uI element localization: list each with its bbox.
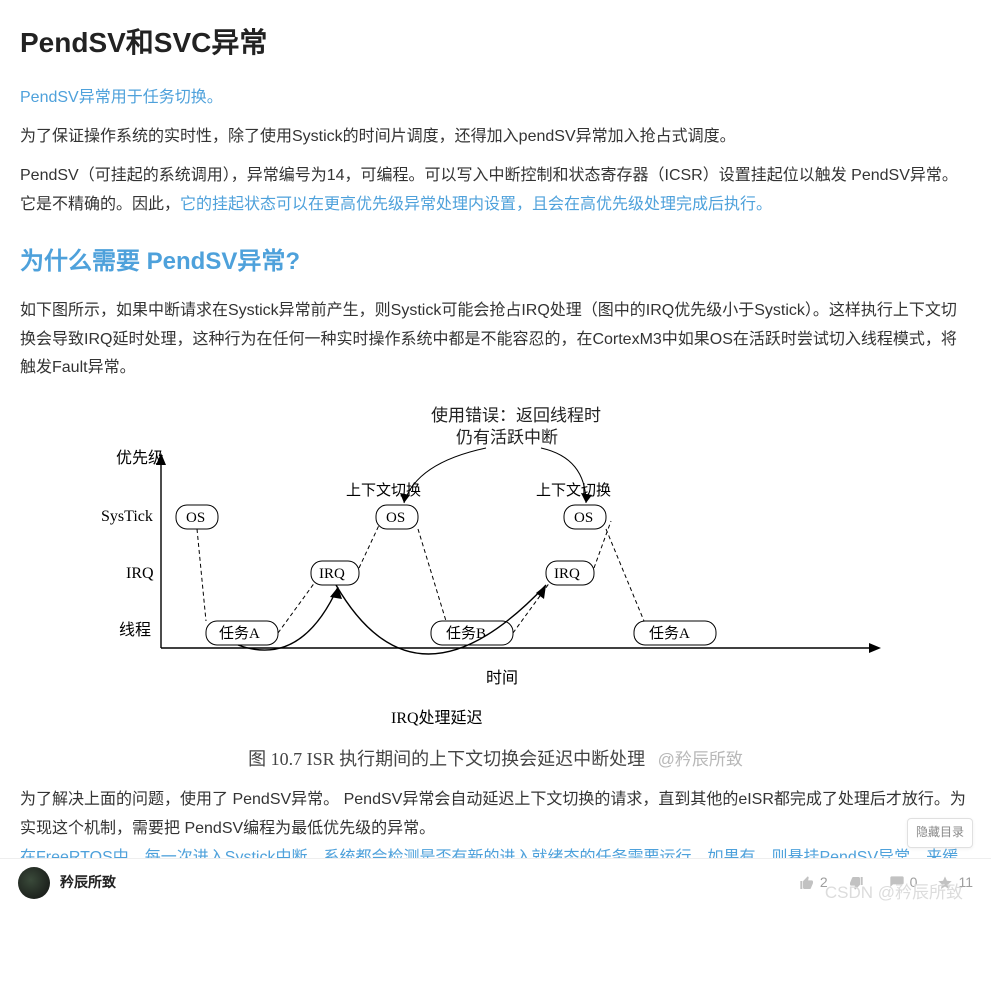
ylabel-systick: SysTick xyxy=(101,508,153,525)
toc-toggle-button[interactable]: 隐藏目录 xyxy=(907,818,973,848)
author-name[interactable]: 矜辰所致 xyxy=(60,870,116,895)
diagram-watermark: @矜辰所致 xyxy=(658,750,743,769)
lbl-os-2: OS xyxy=(574,510,593,526)
diagram-caption-row: 图 10.7 ISR 执行期间的上下文切换会延迟中断处理 @矜辰所致 xyxy=(248,743,743,776)
like-count: 2 xyxy=(820,870,828,895)
dislike-button[interactable] xyxy=(848,875,869,891)
lbl-taskA-2: 任务A xyxy=(649,625,690,642)
lbl-taskA-1: 任务A xyxy=(219,625,260,642)
diagram-container: 使用错误：返回线程时 仍有活跃中断 优先级 SysTick IRQ 线程 时间 … xyxy=(20,403,971,776)
ylabel-irq: IRQ xyxy=(126,565,154,582)
ylabel-priority: 优先级 xyxy=(116,449,164,467)
diagram-error-line2: 仍有活跃中断 xyxy=(456,428,558,447)
lbl-irq-1: IRQ xyxy=(319,566,345,582)
lbl-os-0: OS xyxy=(186,510,205,526)
thumbs-down-icon xyxy=(848,875,864,891)
footer-bar: 矜辰所致 2 0 11 CSDN @矜辰所致 xyxy=(0,858,991,906)
star-button[interactable]: 11 xyxy=(937,870,973,895)
timing-diagram: 使用错误：返回线程时 仍有活跃中断 优先级 SysTick IRQ 线程 时间 … xyxy=(86,403,906,743)
link-text[interactable]: PendSV异常用于任务切换。 xyxy=(20,89,223,106)
xlabel-time: 时间 xyxy=(486,669,518,687)
like-button[interactable]: 2 xyxy=(799,870,828,895)
comment-icon xyxy=(889,875,905,891)
diagram-caption: 图 10.7 ISR 执行期间的上下文切换会延迟中断处理 xyxy=(248,749,645,769)
star-count: 11 xyxy=(958,870,973,895)
ctx-2: 上下文切换 xyxy=(536,482,611,499)
para-2: 为了保证操作系统的实时性，除了使用Systick的时间片调度，还得加入pendS… xyxy=(20,123,971,152)
heading-why: 为什么需要 PendSV异常? xyxy=(20,240,971,283)
star-icon xyxy=(937,875,953,891)
diagram-error-line1: 使用错误：返回线程时 xyxy=(431,405,601,425)
article-body: PendSV和SVC异常 PendSV异常用于任务切换。 为了保证操作系统的实时… xyxy=(20,18,971,981)
para-3-link[interactable]: 它的挂起状态可以在更高优先级异常处理内设置，且会在高优先级处理完成后执行。 xyxy=(180,196,772,213)
thumbs-up-icon xyxy=(799,875,815,891)
comment-button[interactable]: 0 xyxy=(889,870,918,895)
para-1: PendSV异常用于任务切换。 xyxy=(20,84,971,113)
para-3: PendSV（可挂起的系统调用），异常编号为14，可编程。可以写入中断控制和状态… xyxy=(20,162,971,220)
comment-count: 0 xyxy=(910,870,918,895)
lbl-irq-2: IRQ xyxy=(554,566,580,582)
irq-delay-label: IRQ处理延迟 xyxy=(391,709,483,727)
heading-main: PendSV和SVC异常 xyxy=(20,18,971,68)
avatar[interactable] xyxy=(18,867,50,899)
ylabel-thread: 线程 xyxy=(119,621,151,639)
para-5-plain: 为了解决上面的问题，使用了 PendSV异常。 PendSV异常会自动延迟上下文… xyxy=(20,791,966,837)
lbl-os-1: OS xyxy=(386,510,405,526)
para-4: 如下图所示，如果中断请求在Systick异常前产生，则Systick可能会抢占I… xyxy=(20,297,971,383)
